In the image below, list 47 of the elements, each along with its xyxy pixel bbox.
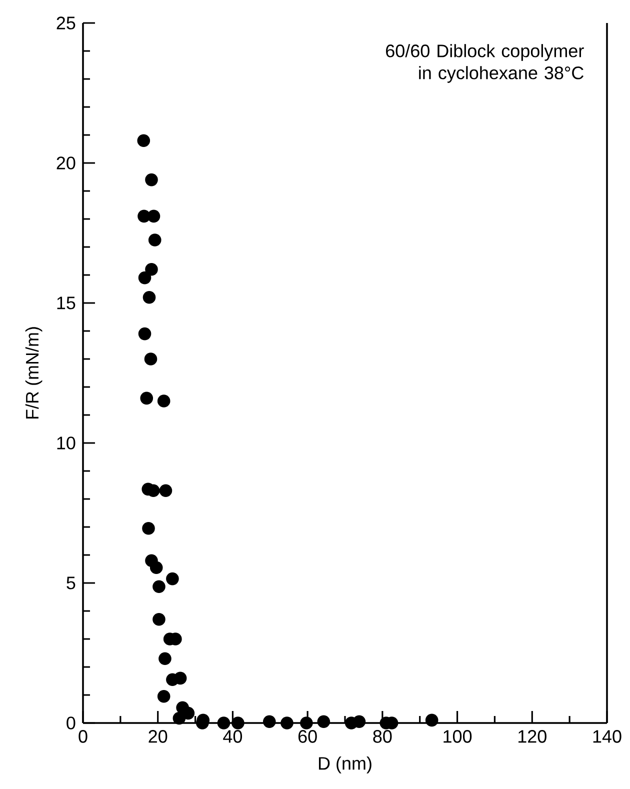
x-tick-label: 0 (78, 730, 88, 743)
y-tick-label: 25 (56, 16, 76, 30)
x-tick-label: 20 (148, 730, 168, 743)
point (150, 561, 163, 574)
point (280, 716, 294, 730)
annotation: 60/60 Diblock copolymer in cyclohexane 38°C (386, 44, 584, 83)
y-tick-label: 15 (57, 296, 76, 310)
point (352, 715, 366, 728)
point (166, 572, 179, 586)
x-tick-label: 100 (444, 730, 472, 743)
point (145, 263, 158, 276)
point (142, 291, 156, 304)
point (157, 394, 170, 408)
point (145, 173, 158, 186)
x-tick-label: 140 (593, 730, 622, 743)
point (300, 716, 313, 730)
point (172, 712, 186, 725)
x-tick-label: 40 (223, 730, 242, 743)
point (174, 672, 187, 685)
point (217, 716, 230, 730)
point (144, 352, 158, 366)
point (152, 613, 166, 626)
point (262, 715, 276, 728)
point (157, 690, 170, 703)
point (147, 210, 160, 223)
point (137, 134, 150, 147)
y-tick-label: 0 (66, 716, 76, 730)
x-tick-label: 120 (518, 730, 546, 743)
y-tick-label: 20 (56, 156, 76, 170)
x-axis-title: D (nm) (318, 756, 372, 774)
y-axis-title: F/R (mN/m) (25, 327, 42, 419)
x-tick-label: 60 (298, 730, 317, 743)
x-tick-label: 80 (373, 730, 392, 743)
point (159, 484, 172, 497)
point (232, 716, 244, 730)
point (425, 714, 438, 727)
point (158, 652, 172, 665)
point (317, 715, 330, 728)
point (182, 706, 195, 720)
y-tick-label: 10 (57, 436, 76, 450)
point (142, 522, 155, 535)
point (140, 392, 154, 405)
point (148, 234, 162, 246)
point (152, 580, 166, 594)
point (138, 271, 152, 284)
y-tick-label: 5 (66, 576, 76, 590)
point (138, 327, 152, 340)
